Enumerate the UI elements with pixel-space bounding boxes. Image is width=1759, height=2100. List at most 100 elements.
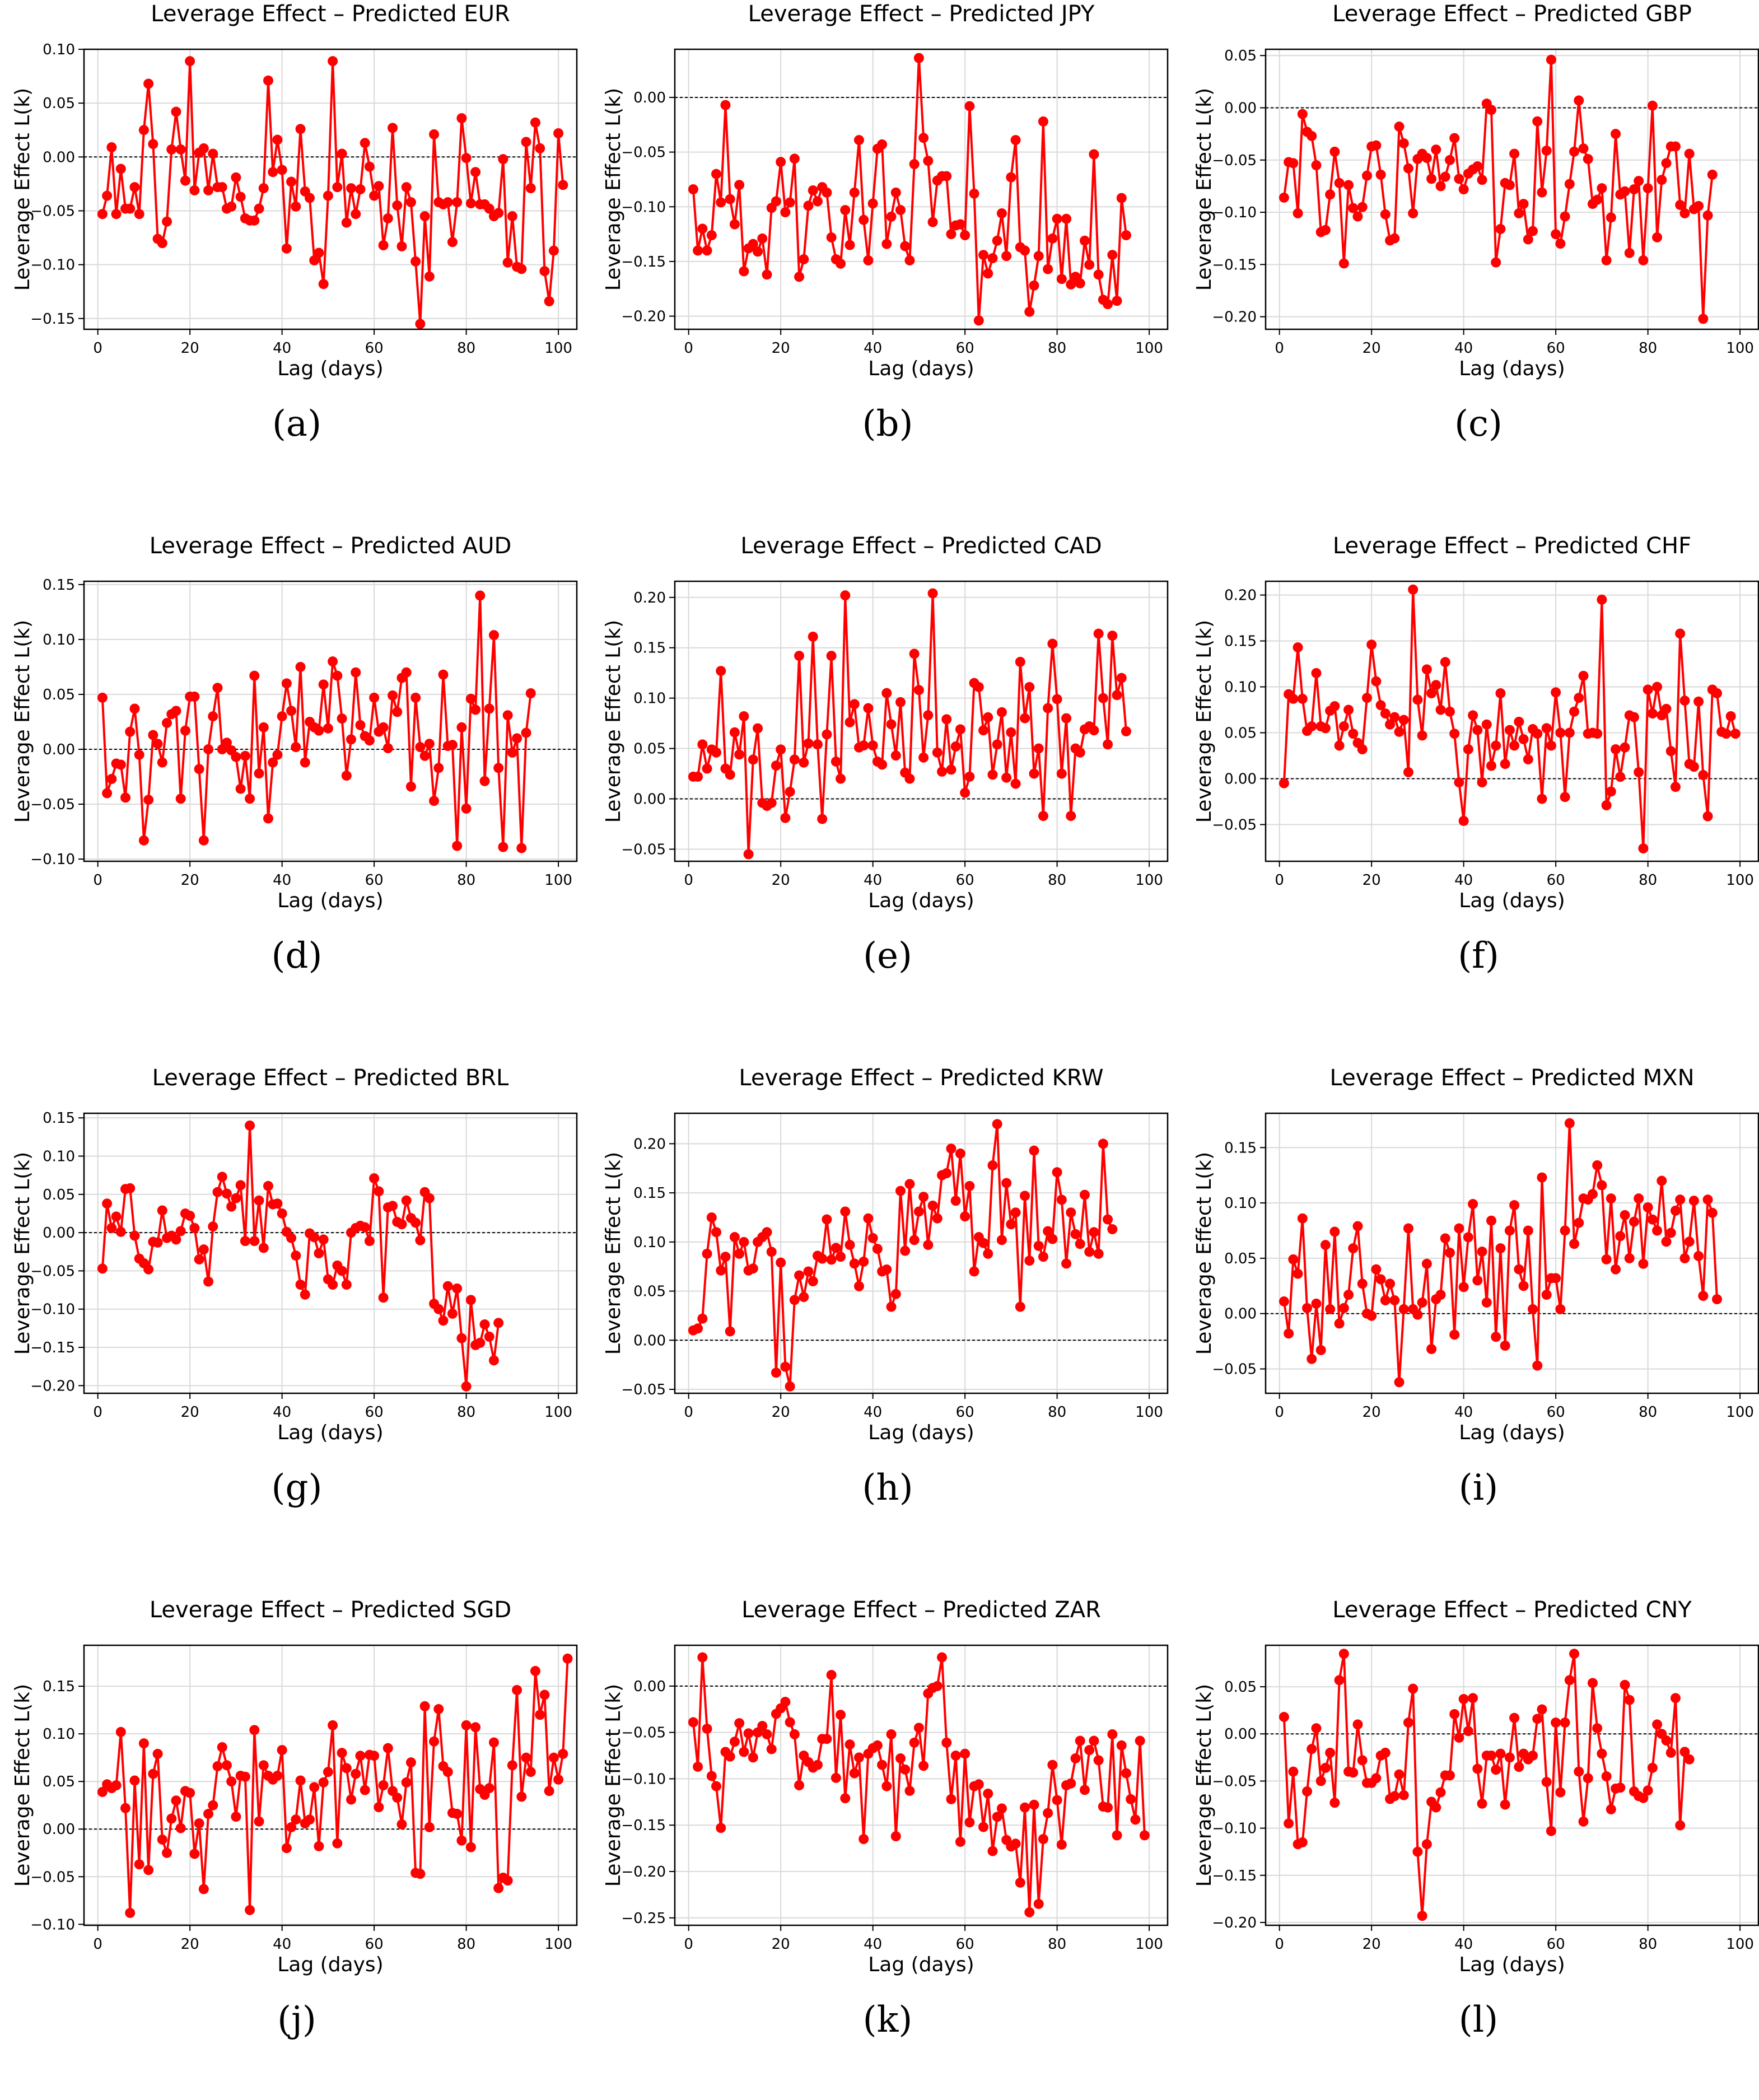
data-point [734,749,745,760]
data-point [766,1247,777,1257]
data-point [337,1266,347,1276]
data-point [143,795,154,805]
axes-frame [83,1112,578,1394]
data-point [1279,1711,1289,1722]
data-point [743,849,754,860]
data-point [1670,782,1681,792]
data-point [1684,1236,1695,1247]
data-point [231,1812,241,1822]
data-point [697,739,708,750]
data-point [1670,1693,1681,1704]
data-point [716,666,726,676]
data-point [1444,1248,1455,1258]
data-point [836,1252,846,1262]
data-point [507,747,517,758]
data-point [346,734,357,745]
data-point [1307,721,1317,732]
data-point [512,1684,522,1695]
data-point [932,1681,943,1691]
data-point [369,1173,380,1184]
data-point [946,1144,957,1154]
data-point [978,1822,989,1832]
data-point [1375,1274,1386,1285]
data-point [525,688,536,698]
y-tick-label: 0.05 [1224,725,1257,741]
data-point [1560,1718,1570,1728]
data-point [1047,233,1058,244]
data-point [286,1822,297,1832]
data-point [1606,786,1616,797]
data-point [539,266,550,277]
data-point [1126,1794,1136,1804]
data-point [475,590,486,601]
data-point [1518,1281,1529,1291]
data-point [1043,1226,1053,1236]
data-point [1348,729,1359,739]
data-point [1638,1793,1649,1803]
y-tick-label: −0.15 [621,1817,666,1834]
data-point [226,201,237,212]
data-point [776,157,786,167]
data-point [558,180,568,190]
x-tick-label: 0 [684,340,693,357]
data-point [1546,740,1556,751]
x-tick-label: 20 [772,872,790,889]
panel-caption: (f) [1458,935,1499,977]
data-point [410,1217,421,1228]
chart-panel: 0 20 40 60 80 100 −0.05 0.00 0.05 0.10 0.15 Leverag… [1187,1064,1759,1568]
chart-title: Leverage Effect – Predicted AUD [150,533,512,559]
data-point [1541,145,1552,156]
data-point [992,1119,1002,1130]
chart-panel: 0 20 40 60 80 100 −0.10 −0.05 0.00 0.05 0.10 0.15 Le… [6,532,588,1036]
data-point [1006,1219,1016,1230]
data-point [923,1240,934,1250]
data-point [1070,1753,1081,1763]
data-point [1357,202,1368,212]
data-point [1606,212,1616,223]
data-point [1661,703,1672,714]
data-point [346,1794,357,1805]
data-point [120,792,131,803]
data-point [102,1198,113,1209]
data-point [272,749,283,760]
data-point [166,144,177,155]
data-point [1643,684,1653,695]
data-point [1338,1303,1349,1313]
data-point [240,1236,250,1247]
x-tick-label: 0 [684,1936,693,1953]
data-point [1052,1795,1062,1805]
data-point [410,256,421,267]
data-point [1574,1766,1584,1777]
data-point [1389,1295,1400,1305]
data-point [212,1187,223,1197]
data-point [272,1770,283,1781]
data-point [152,1748,163,1759]
data-point [739,711,749,722]
data-point [877,759,888,770]
y-tick-label: −0.10 [30,851,75,868]
data-point [304,193,315,203]
data-point [1518,734,1529,744]
data-point [396,1819,407,1830]
data-point [1070,1229,1081,1239]
data-point [134,209,144,220]
data-point [461,803,472,814]
data-point [286,1233,297,1243]
x-tick-label: 20 [772,340,790,357]
data-point [794,1780,805,1790]
data-point [295,661,306,672]
data-point [1472,725,1483,735]
data-point [1320,1762,1331,1773]
data-point [762,1227,772,1238]
data-point [1010,778,1021,789]
data-point [258,722,269,732]
data-point [138,1738,149,1749]
x-tick-label: 80 [1048,1936,1066,1953]
data-point [115,759,126,770]
data-point [1366,640,1377,650]
data-point [484,703,494,714]
x-tick-label: 0 [684,1404,693,1421]
data-point [452,197,463,208]
y-tick-label: −0.05 [1212,1773,1257,1790]
y-tick-label: −0.10 [621,199,666,216]
